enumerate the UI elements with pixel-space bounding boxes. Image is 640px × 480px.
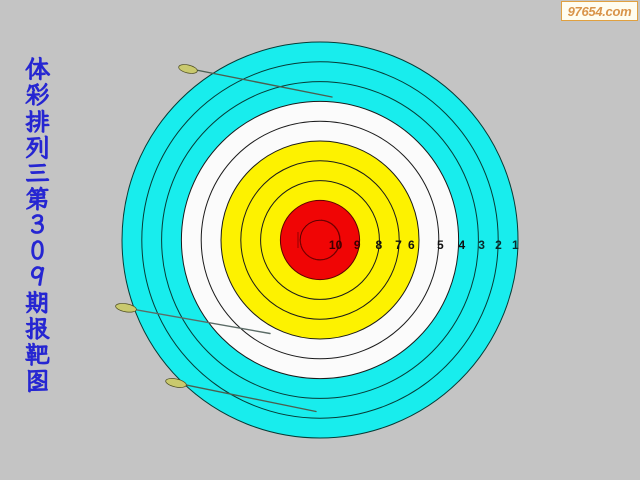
svg-text:4: 4 — [459, 238, 466, 252]
svg-text:9: 9 — [354, 238, 361, 252]
svg-text:10: 10 — [329, 238, 343, 252]
svg-text:5: 5 — [437, 238, 444, 252]
svg-text:3: 3 — [478, 238, 485, 252]
svg-text:2: 2 — [495, 238, 502, 252]
svg-text:1: 1 — [512, 238, 519, 252]
svg-text:6: 6 — [408, 238, 415, 252]
svg-text:8: 8 — [375, 238, 382, 252]
svg-text:7: 7 — [395, 238, 402, 252]
